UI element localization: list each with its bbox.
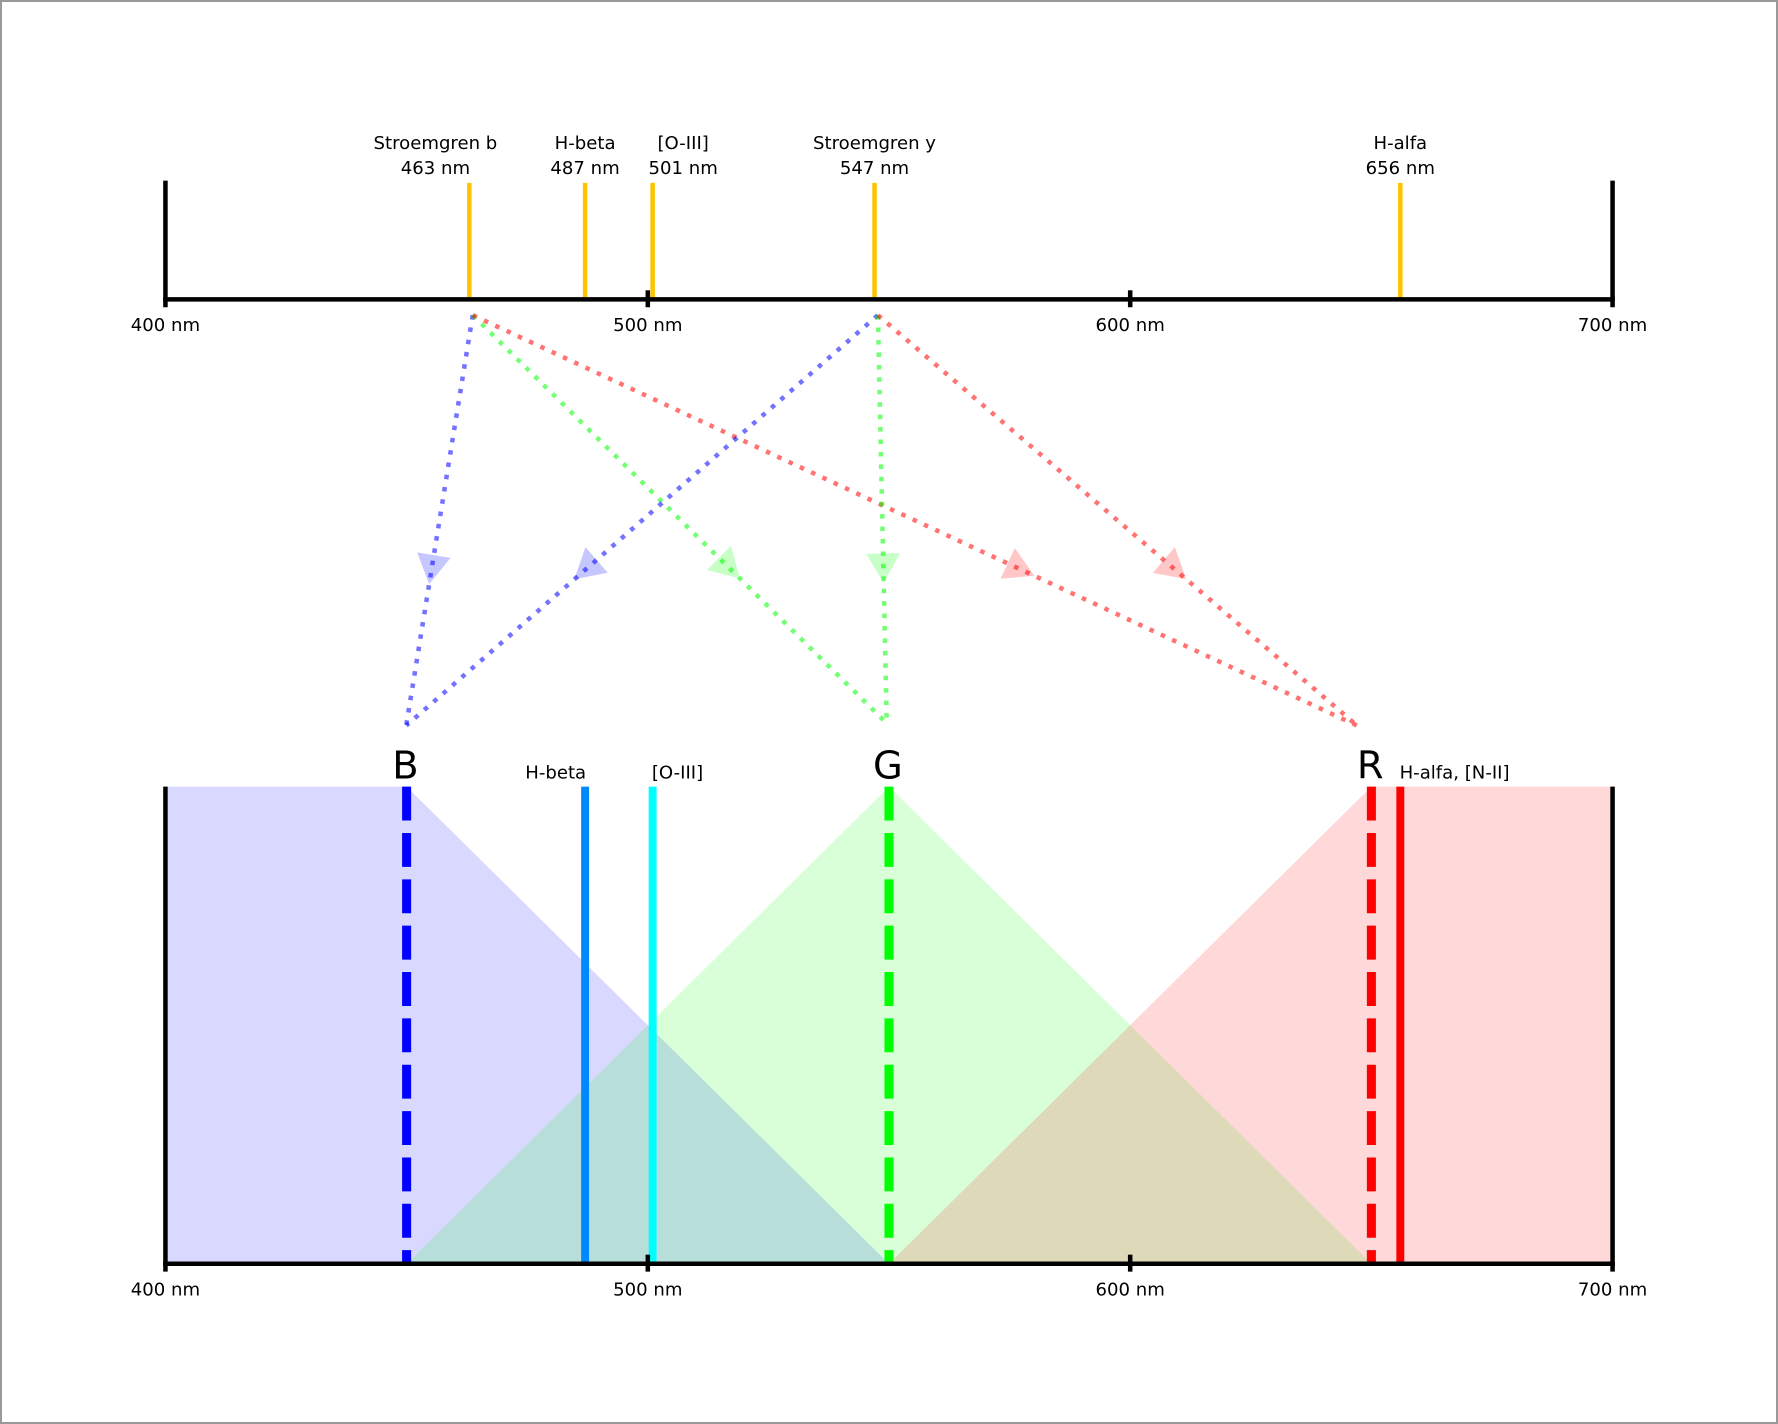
mapping-arrow-line bbox=[471, 313, 889, 725]
mapping-arrow-line bbox=[404, 313, 880, 728]
axis-tick-label: 600 nm bbox=[1096, 315, 1165, 336]
axis-tick-label: 700 nm bbox=[1578, 315, 1647, 336]
channel-label: G bbox=[873, 744, 903, 789]
arrowhead-icon bbox=[707, 545, 740, 579]
mapping-arrow-line bbox=[876, 313, 1359, 728]
filter-name: [O-III] bbox=[657, 133, 708, 154]
emission-line-label: H-beta bbox=[525, 763, 586, 784]
bottom-panel: H-beta [O-III] H-alfa, [N-II] B G R 400 nm 500 … bbox=[131, 744, 1647, 1301]
mapping-arrow-line bbox=[875, 315, 889, 724]
red-channel-response bbox=[889, 786, 1613, 1264]
filter-name: Stroemgren b bbox=[374, 133, 498, 154]
arrowhead-icon bbox=[866, 553, 901, 583]
filter-wavelength: 463 nm bbox=[401, 158, 470, 179]
emission-line-label: [O-III] bbox=[652, 763, 703, 784]
filter-wavelength: 547 nm bbox=[840, 158, 909, 179]
filter-wavelength: 487 nm bbox=[550, 158, 619, 179]
axis-tick-label: 500 nm bbox=[613, 315, 682, 336]
mapping-arrows bbox=[404, 313, 1359, 728]
arrowhead-icon bbox=[1000, 548, 1035, 579]
blue-channel-response bbox=[165, 786, 890, 1264]
mapping-arrow-line bbox=[471, 313, 1359, 728]
emission-line-label: H-alfa, [N-II] bbox=[1400, 763, 1510, 784]
filter-wavelength: 656 nm bbox=[1366, 158, 1435, 179]
mapping-arrow-line bbox=[404, 314, 475, 726]
filter-name: Stroemgren y bbox=[813, 133, 936, 154]
axis-tick-label: 500 nm bbox=[613, 1279, 682, 1300]
filter-name: H-beta bbox=[555, 133, 616, 154]
arrowhead-icon bbox=[1152, 547, 1187, 580]
axis-tick-label: 600 nm bbox=[1096, 1279, 1165, 1300]
top-panel: Stroemgren b 463 nm H-beta 487 nm [O-III] 501… bbox=[131, 133, 1647, 336]
axis-tick-label: 400 nm bbox=[131, 1279, 200, 1300]
arrowhead-icon bbox=[417, 552, 451, 585]
axis-tick-label: 700 nm bbox=[1578, 1279, 1647, 1300]
channel-label: R bbox=[1357, 744, 1384, 789]
axis-tick-label: 400 nm bbox=[131, 315, 200, 336]
arrowhead-icon bbox=[574, 547, 608, 580]
filter-wavelength: 501 nm bbox=[648, 158, 717, 179]
filter-name: H-alfa bbox=[1373, 133, 1427, 154]
channel-label: B bbox=[392, 744, 418, 789]
